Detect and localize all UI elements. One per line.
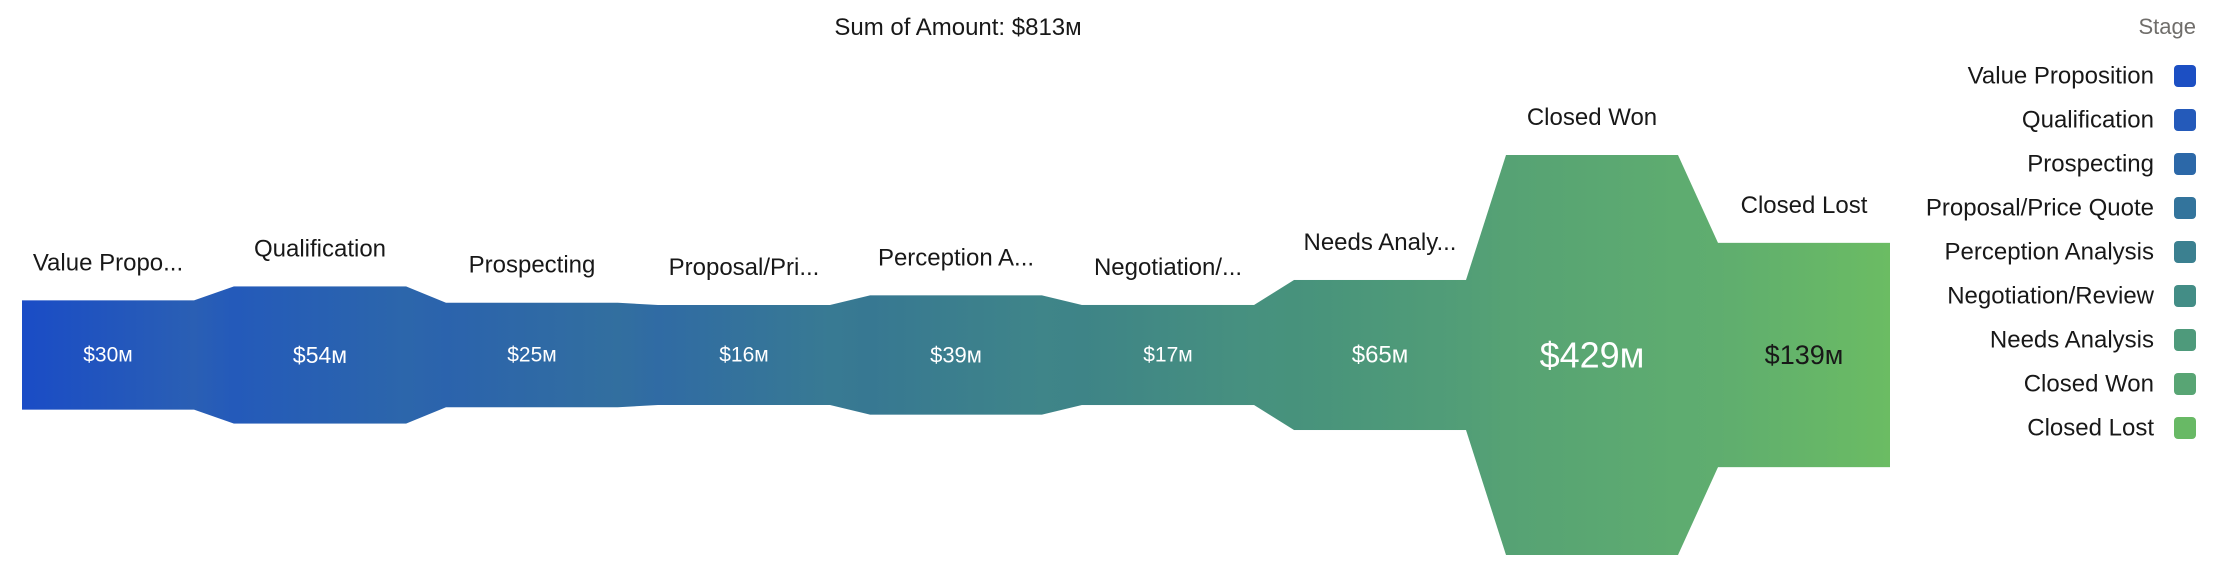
funnel-segment-value-label: $39м — [930, 343, 982, 368]
funnel-connector — [194, 286, 234, 424]
legend-item-label[interactable]: Proposal/Price Quote — [1926, 195, 2154, 222]
chart-title: Sum of Amount: $813м — [834, 14, 1081, 41]
funnel-segment-value-label: $16м — [719, 344, 768, 367]
funnel-connector — [1254, 279, 1294, 431]
funnel-segment[interactable] — [870, 295, 1042, 415]
legend-item-label[interactable]: Negotiation/Review — [1947, 283, 2154, 310]
funnel-connector — [618, 302, 658, 408]
funnel-segment[interactable] — [446, 302, 618, 408]
funnel-segment-value-label: $139м — [1765, 340, 1844, 370]
legend-swatch[interactable] — [2174, 285, 2196, 307]
funnel-connector — [406, 286, 446, 424]
legend: Value Proposition Qualification Prospectin… — [1926, 63, 2196, 442]
legend-item-label[interactable]: Closed Won — [2024, 371, 2154, 398]
legend-item-label[interactable]: Qualification — [2022, 107, 2154, 134]
funnel-segment-value-label: $30м — [83, 344, 132, 367]
legend-item-label[interactable]: Closed Lost — [2027, 415, 2154, 442]
funnel-segment-value-label: $54м — [293, 342, 347, 368]
funnel-segment-value-label: $17м — [1143, 344, 1192, 367]
funnel-connector — [1678, 155, 1718, 555]
funnel-segment[interactable] — [1294, 279, 1466, 431]
funnel-segment-value-label: $65м — [1352, 342, 1409, 369]
funnel-segment[interactable] — [22, 300, 194, 410]
funnel-segment-value-label: $25м — [507, 344, 556, 367]
funnel-segment-stage-label: Negotiation/... — [1094, 254, 1242, 281]
funnel-segment-stage-label: Perception A... — [878, 244, 1034, 271]
legend-swatch[interactable] — [2174, 241, 2196, 263]
funnel-segment[interactable] — [1718, 242, 1890, 468]
funnel-connector — [1042, 295, 1082, 415]
legend-item-label[interactable]: Value Proposition — [1968, 63, 2154, 90]
funnel-segment-stage-label: Proposal/Pri... — [669, 254, 820, 281]
legend-item-label[interactable]: Perception Analysis — [1945, 239, 2154, 266]
funnel-segment[interactable] — [1082, 304, 1254, 406]
funnel-segment-stage-label: Value Propo... — [33, 249, 183, 276]
funnel-segment-stage-label: Prospecting — [469, 252, 596, 279]
legend-swatch[interactable] — [2174, 65, 2196, 87]
funnel-group: Value Propo... $30м Qualification $54м Prosp… — [22, 104, 1890, 555]
legend-swatch[interactable] — [2174, 329, 2196, 351]
funnel-segment-stage-label: Needs Analy... — [1304, 229, 1457, 256]
funnel-connector — [830, 295, 870, 415]
legend-swatch[interactable] — [2174, 109, 2196, 131]
funnel-segment-value-label: $429м — [1540, 335, 1645, 376]
funnel-segment-stage-label: Closed Lost — [1741, 192, 1868, 219]
legend-item-label[interactable]: Prospecting — [2027, 151, 2154, 178]
legend-swatch[interactable] — [2174, 373, 2196, 395]
funnel-segment[interactable] — [658, 305, 830, 405]
legend-item-label[interactable]: Needs Analysis — [1990, 327, 2154, 354]
funnel-segment[interactable] — [1506, 155, 1678, 555]
funnel-connector — [1466, 155, 1506, 555]
funnel-segment-stage-label: Closed Won — [1527, 104, 1657, 131]
funnel-segment[interactable] — [234, 286, 406, 424]
funnel-segment-stage-label: Qualification — [254, 235, 386, 262]
legend-swatch[interactable] — [2174, 153, 2196, 175]
legend-swatch[interactable] — [2174, 197, 2196, 219]
legend-swatch[interactable] — [2174, 417, 2196, 439]
legend-title: Stage — [2139, 14, 2197, 39]
